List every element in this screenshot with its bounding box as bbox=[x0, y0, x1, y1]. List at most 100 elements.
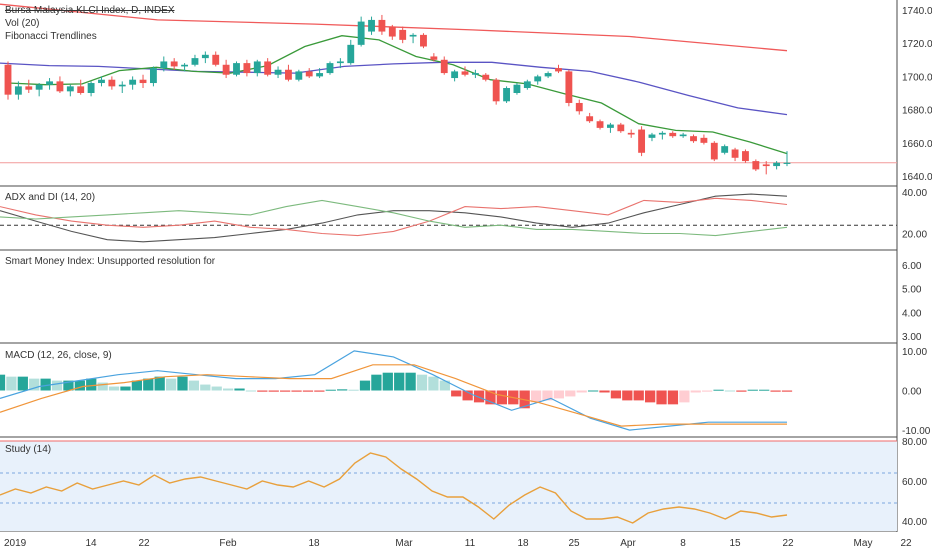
candle-body bbox=[606, 124, 614, 128]
macd-histogram-bar bbox=[416, 374, 428, 391]
macd-histogram-bar bbox=[291, 390, 302, 392]
x-axis-tick-label: 25 bbox=[568, 538, 580, 549]
macd-histogram-bar bbox=[177, 376, 188, 391]
macd-histogram-bar bbox=[257, 390, 268, 392]
macd-histogram-bar bbox=[553, 390, 565, 399]
macd-histogram-bar bbox=[314, 390, 325, 392]
candle-body bbox=[35, 84, 43, 90]
macd-histogram-bar bbox=[428, 376, 439, 391]
time-axis-background bbox=[0, 532, 932, 550]
x-axis-tick-label: 2019 bbox=[4, 538, 27, 549]
macd-histogram-bar bbox=[702, 390, 713, 392]
candle-body bbox=[534, 76, 542, 82]
macd-histogram-bar bbox=[644, 390, 656, 403]
macd-histogram-bar bbox=[770, 390, 781, 392]
candle-body bbox=[326, 63, 334, 74]
candle-body bbox=[679, 134, 687, 137]
x-axis-tick-label: 22 bbox=[782, 538, 794, 549]
candle-body bbox=[409, 34, 417, 37]
candle-body bbox=[721, 146, 729, 153]
candle-body bbox=[638, 129, 646, 153]
macd-histogram-bar bbox=[599, 390, 610, 393]
candle-body bbox=[617, 124, 625, 132]
adx-y-tick: 40.00 bbox=[902, 188, 927, 199]
candle-body bbox=[503, 88, 510, 102]
candle-body bbox=[399, 29, 407, 40]
macd-histogram-bar bbox=[576, 390, 587, 393]
x-axis-tick-label: May bbox=[854, 538, 873, 549]
macd-histogram-bar bbox=[667, 390, 679, 405]
macd-histogram-bar bbox=[451, 390, 462, 397]
candle-body bbox=[575, 102, 583, 112]
candle-body bbox=[492, 79, 500, 102]
candle-body bbox=[253, 61, 261, 74]
macd-histogram-bar bbox=[587, 390, 599, 392]
macd-histogram-bar bbox=[337, 389, 348, 391]
macd-histogram-bar bbox=[222, 388, 234, 391]
candle-body bbox=[336, 61, 344, 64]
macd-histogram-bar bbox=[656, 390, 667, 405]
macd-histogram-bar bbox=[496, 390, 507, 405]
macd-histogram-bar bbox=[394, 372, 405, 391]
candle-body bbox=[471, 73, 479, 75]
candle-body bbox=[77, 86, 85, 93]
x-axis-tick-label: 18 bbox=[308, 538, 320, 549]
x-axis-tick-label: Mar bbox=[395, 538, 413, 549]
trend-line-2 bbox=[7, 35, 788, 155]
candle-body bbox=[98, 79, 105, 84]
macd-histogram-bar bbox=[485, 390, 496, 405]
main-y-tick: 1660.00 bbox=[902, 139, 932, 150]
macd-histogram-bar bbox=[781, 390, 793, 392]
candle-body bbox=[274, 69, 282, 75]
candle-body bbox=[440, 59, 448, 74]
candle-body bbox=[762, 164, 770, 167]
macd-histogram-bar bbox=[268, 390, 279, 392]
macd-histogram-bar bbox=[200, 384, 211, 391]
trend-line-1 bbox=[0, 61, 788, 116]
macd-histogram-bar bbox=[143, 378, 154, 391]
candle-body bbox=[523, 81, 531, 89]
candle-body bbox=[243, 63, 251, 74]
macd-histogram-bar bbox=[348, 389, 359, 391]
candle-body bbox=[627, 132, 635, 135]
candle-body bbox=[264, 61, 272, 75]
smi-y-tick: 6.00 bbox=[902, 261, 922, 272]
candle-body bbox=[295, 71, 303, 80]
candle-body bbox=[368, 19, 375, 32]
main-y-tick: 1740.00 bbox=[902, 6, 932, 17]
macd-histogram-bar bbox=[17, 376, 28, 391]
candle-body bbox=[586, 116, 594, 122]
candle-body bbox=[451, 71, 459, 79]
macd-histogram-bar bbox=[0, 374, 6, 391]
candle-body bbox=[347, 44, 355, 64]
macd-histogram-bar bbox=[29, 378, 40, 391]
x-axis-tick-label: 22 bbox=[900, 538, 912, 549]
macd-histogram-bar bbox=[97, 382, 108, 391]
macd-histogram-bar bbox=[622, 390, 633, 401]
candle-body bbox=[56, 81, 64, 92]
macd-histogram-bar bbox=[633, 390, 644, 401]
candle-body bbox=[461, 71, 469, 75]
macd-histogram-bar bbox=[188, 380, 200, 391]
candle-body bbox=[690, 136, 697, 142]
x-axis-tick-label: 18 bbox=[517, 538, 529, 549]
macd-histogram-bar bbox=[759, 389, 770, 391]
candle-body bbox=[783, 162, 791, 164]
candle-body bbox=[191, 58, 199, 65]
candle-body bbox=[742, 151, 749, 162]
macd-histogram-bar bbox=[747, 389, 758, 391]
study-line bbox=[0, 452, 788, 524]
candle-body bbox=[430, 56, 438, 60]
smi-y-tick: 4.00 bbox=[902, 308, 922, 319]
macd-histogram-bar bbox=[74, 380, 85, 391]
macd-histogram-bar bbox=[724, 390, 736, 392]
candle-body bbox=[513, 84, 521, 93]
macd-histogram-bar bbox=[120, 386, 131, 391]
macd-panel-label: MACD (12, 26, close, 9) bbox=[5, 350, 112, 361]
study-y-tick: 80.00 bbox=[902, 437, 927, 448]
macd-line bbox=[0, 350, 787, 431]
candle-body bbox=[482, 74, 490, 80]
macd-histogram-bar bbox=[679, 390, 690, 403]
macd-histogram-bar bbox=[40, 378, 51, 391]
